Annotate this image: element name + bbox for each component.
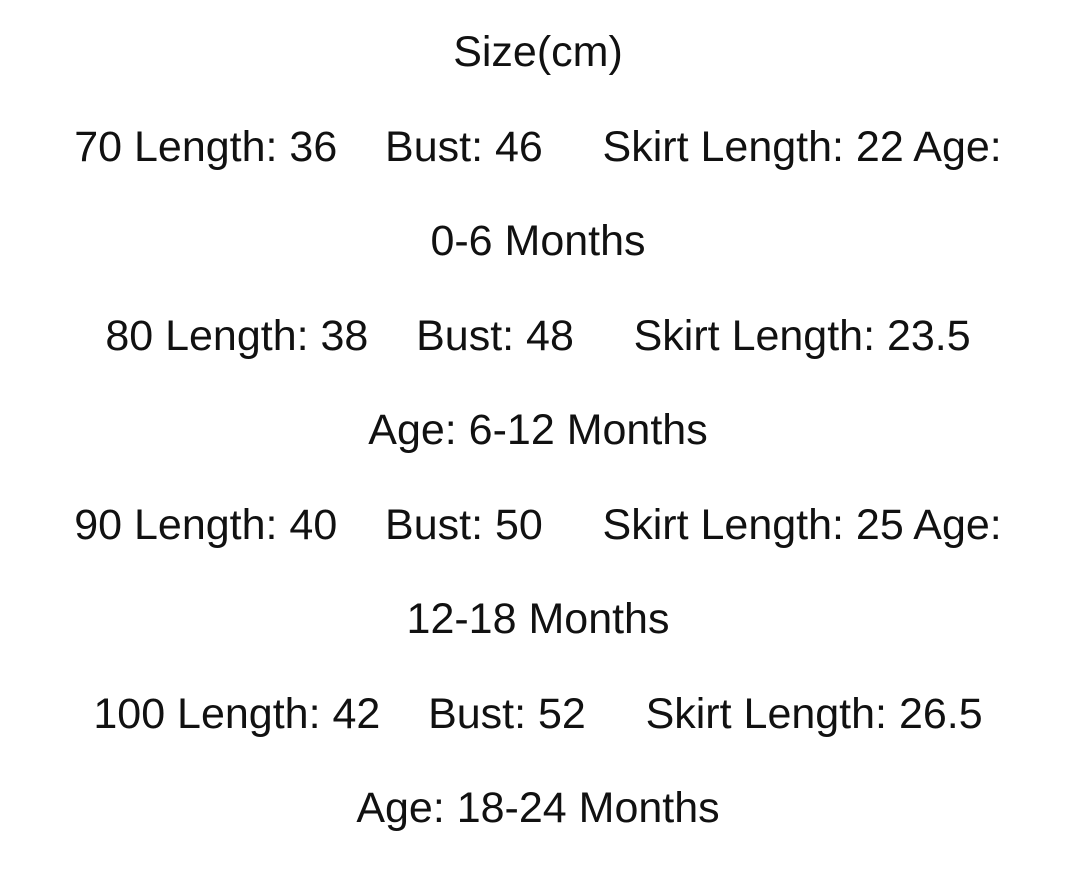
size-entry-90: 90 Length: 40 Bust: 50 Skirt Length: 25 … — [0, 478, 1076, 667]
size-entry-70: 70 Length: 36 Bust: 46 Skirt Length: 22 … — [0, 100, 1076, 289]
size-chart-text: Size(cm) 70 Length: 36 Bust: 46 Skirt Le… — [0, 5, 1076, 856]
size-entry-line: 70 Length: 36 Bust: 46 Skirt Length: 22 … — [74, 122, 1002, 171]
size-entry-line: 0-6 Months — [430, 217, 646, 265]
size-entry-line: 90 Length: 40 Bust: 50 Skirt Length: 25 … — [74, 500, 1002, 549]
size-entry-line: Age: 6-12 Months — [368, 406, 708, 454]
size-entry-line: 12-18 Months — [406, 595, 670, 643]
size-entry-100: 100 Length: 42 Bust: 52 Skirt Length: 26… — [0, 667, 1076, 856]
size-entry-line: 100 Length: 42 Bust: 52 Skirt Length: 26… — [93, 689, 983, 738]
size-entry-line: Age: 18-24 Months — [356, 784, 720, 832]
size-title: Size(cm) — [453, 28, 623, 76]
size-entry-80: 80 Length: 38 Bust: 48 Skirt Length: 23.… — [0, 289, 1076, 478]
size-entry-line: 80 Length: 38 Bust: 48 Skirt Length: 23.… — [105, 311, 971, 360]
